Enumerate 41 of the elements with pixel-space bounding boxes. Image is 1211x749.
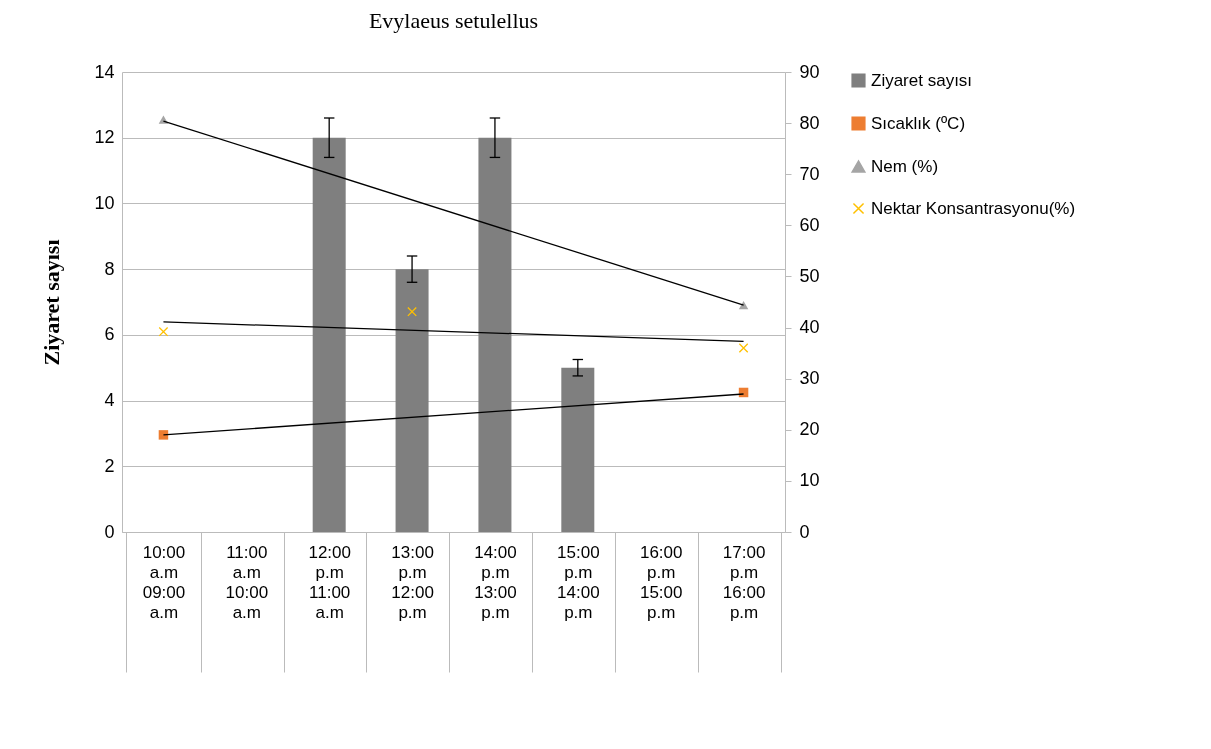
y-tick-label: 8	[104, 258, 115, 279]
legend-label: Nem (%)	[871, 156, 939, 176]
chart-title: Evylaeus setulellus	[368, 8, 539, 33]
point	[738, 300, 749, 310]
point	[738, 343, 749, 353]
point	[158, 326, 169, 337]
x-tick-label: 14:00 p.m 13:00 p.m	[474, 542, 517, 622]
point	[407, 306, 417, 317]
x-tick-label: 12:00 p.m 11:00 a.m	[308, 542, 351, 622]
y2-tick-label: 80	[799, 112, 820, 133]
y2-tick-label: 50	[799, 265, 820, 286]
y2-tick-label: 0	[799, 521, 810, 542]
bar	[395, 269, 429, 532]
legend-label: Ziyaret sayısı	[871, 70, 973, 90]
y2-tick-label: 90	[799, 61, 820, 82]
y-tick-label: 12	[94, 127, 115, 148]
y-axis-title: Ziyaret sayısı	[39, 239, 65, 366]
y-tick-label: 0	[104, 521, 115, 542]
x-tick-label: 15:00 p.m 14:00 p.m	[557, 542, 600, 622]
bar	[561, 367, 595, 532]
x-tick-label: 16:00 p.m 15:00 p.m	[639, 542, 683, 622]
y-tick-label: 10	[94, 192, 115, 213]
y2-tick-label: 20	[799, 419, 820, 440]
point	[158, 430, 169, 440]
legend-label: Sıcaklık (ºC)	[871, 113, 966, 133]
y2-tick-label: 30	[799, 368, 820, 389]
y-tick-label: 6	[104, 324, 115, 345]
bar	[478, 137, 512, 532]
y-tick-label: 2	[104, 455, 115, 476]
y2-tick-label: 60	[799, 214, 820, 235]
x-tick-label: 13:00 p.m 12:00 p.m	[391, 542, 434, 622]
legend-label: Nektar Konsantrasyonu(%)	[871, 198, 1076, 218]
x-tick-label: 11:00 a.m 10:00 a.m	[225, 542, 269, 622]
bar	[312, 137, 346, 532]
y2-tick-label: 10	[799, 470, 820, 491]
x-tick-label: 10:00 a.m 09:00 a.m	[142, 542, 186, 622]
y-tick-label: 14	[94, 61, 115, 82]
y2-tick-label: 40	[799, 317, 820, 338]
y2-tick-label: 70	[799, 163, 820, 184]
x-tick-label: 17:00 p.m 16:00 p.m	[722, 542, 766, 622]
y-tick-label: 4	[104, 390, 115, 411]
